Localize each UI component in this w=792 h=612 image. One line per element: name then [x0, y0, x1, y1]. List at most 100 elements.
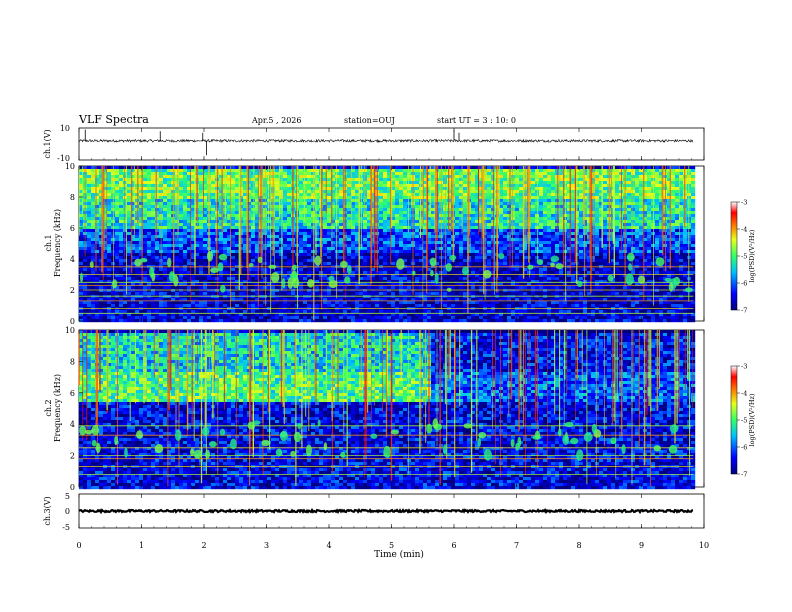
spectrogram-cell [167, 199, 172, 203]
spectrogram-cell [211, 187, 216, 191]
spectrogram-cell [299, 175, 304, 179]
spectrogram-cell [139, 211, 144, 215]
spectrogram-cell [127, 250, 132, 254]
spectrogram-cell [163, 277, 168, 281]
spectrogram-cell [131, 238, 136, 242]
spectrogram-cell [435, 313, 440, 317]
spectrogram-cell [255, 298, 260, 302]
spectrogram-cell [303, 268, 308, 272]
spectrogram-cell [127, 304, 132, 308]
spectrogram-cell [383, 250, 388, 254]
spectrogram-cell [459, 196, 464, 200]
spectrogram-cell [407, 223, 412, 227]
spectrogram-cell [251, 250, 256, 254]
spectrogram-cell [423, 196, 428, 200]
spectrogram-cell [371, 280, 376, 284]
spectrogram-cell [95, 256, 100, 260]
spectrogram-cell [203, 292, 208, 296]
spectrogram-cell [363, 184, 368, 188]
spectrogram-cell [159, 301, 164, 305]
spectrogram-cell [323, 274, 328, 278]
spectrogram-cell [275, 232, 280, 236]
spectrogram-cell [159, 319, 164, 323]
spectrogram-cell [251, 244, 256, 248]
spectrogram-cell [239, 319, 244, 323]
spectrogram-cell [107, 259, 112, 263]
spectrogram-cell [331, 181, 336, 185]
spectrogram-cell [187, 205, 192, 209]
spectrogram-cell [407, 193, 412, 197]
spectrogram-cell [135, 217, 140, 221]
spectrogram-cell [131, 166, 136, 170]
spectrogram-cell [339, 229, 344, 233]
spectrogram-cell [323, 169, 328, 173]
spectrogram-cell [323, 178, 328, 182]
spectrogram-cell [199, 280, 204, 284]
spectrogram-cell [367, 277, 372, 281]
spectrogram-cell [379, 196, 384, 200]
spectrogram-cell [227, 196, 232, 200]
spectrogram-cell [219, 304, 224, 308]
spectrogram-cell [155, 301, 160, 305]
spectrogram-cell [107, 310, 112, 314]
spectrogram-cell [195, 304, 200, 308]
spectrogram-cell [363, 205, 368, 209]
spectrogram-cell [331, 178, 336, 182]
spectrogram-cell [423, 262, 428, 266]
spectrogram-cell [311, 184, 316, 188]
spectrogram-cell [279, 316, 284, 320]
spectrogram-cell [211, 304, 216, 308]
spectrogram-cell [235, 241, 240, 245]
spectrogram-cell [387, 250, 392, 254]
spectrogram-cell [211, 202, 216, 206]
spectrogram-cell [311, 259, 316, 263]
spectrogram-cell [355, 280, 360, 284]
spectrogram-cell [123, 178, 128, 182]
spectrogram-cell [415, 298, 420, 302]
spectrogram-cell [79, 298, 84, 302]
spectrogram-cell [263, 208, 268, 212]
spectrogram-cell [359, 310, 364, 314]
spectrogram-cell [395, 208, 400, 212]
spectrogram-cell [431, 196, 436, 200]
spectrogram-cell [219, 241, 224, 245]
spectrogram-cell [311, 274, 316, 278]
spectrogram-cell [251, 220, 256, 224]
spectrogram-cell [355, 256, 360, 260]
spectrogram-cell [179, 262, 184, 266]
spectrogram-cell [307, 199, 312, 203]
spectrogram-cell [287, 175, 292, 179]
spectrogram-cell [435, 292, 440, 296]
spectrogram-cell [431, 211, 436, 215]
spectrogram-cell [455, 205, 460, 209]
spectrogram-cell [335, 226, 340, 230]
spectrogram-cell [167, 226, 172, 230]
spectrogram-cell [215, 289, 220, 293]
spectrogram-cell [203, 280, 208, 284]
spectrogram-cell [339, 268, 344, 272]
spectrogram-cell [131, 172, 136, 176]
spectrogram-cell [347, 220, 352, 224]
spectrogram-cell [455, 208, 460, 212]
spectrogram-cell [167, 310, 172, 314]
spectrogram-cell [451, 301, 456, 305]
spectrogram-cell [199, 181, 204, 185]
spectrogram-cell [355, 172, 360, 176]
spectrogram-cell [323, 301, 328, 305]
spectrogram-cell [351, 211, 356, 215]
spectrogram-cell [423, 298, 428, 302]
spectrogram-cell [327, 184, 332, 188]
spectrogram-cell [123, 262, 128, 266]
spectrogram-cell [243, 301, 248, 305]
spectrogram-cell [419, 292, 424, 296]
spectrogram-cell [323, 235, 328, 239]
spectrogram-cell [91, 256, 96, 260]
spectrogram-cell [191, 298, 196, 302]
spectrogram-cell [403, 277, 408, 281]
spectrogram-cell [359, 304, 364, 308]
spectrogram-cell [147, 172, 152, 176]
spectrogram-cell [255, 184, 260, 188]
spectrogram-cell [231, 235, 236, 239]
spectrogram-cell [223, 259, 228, 263]
spectrogram-cell [99, 241, 104, 245]
